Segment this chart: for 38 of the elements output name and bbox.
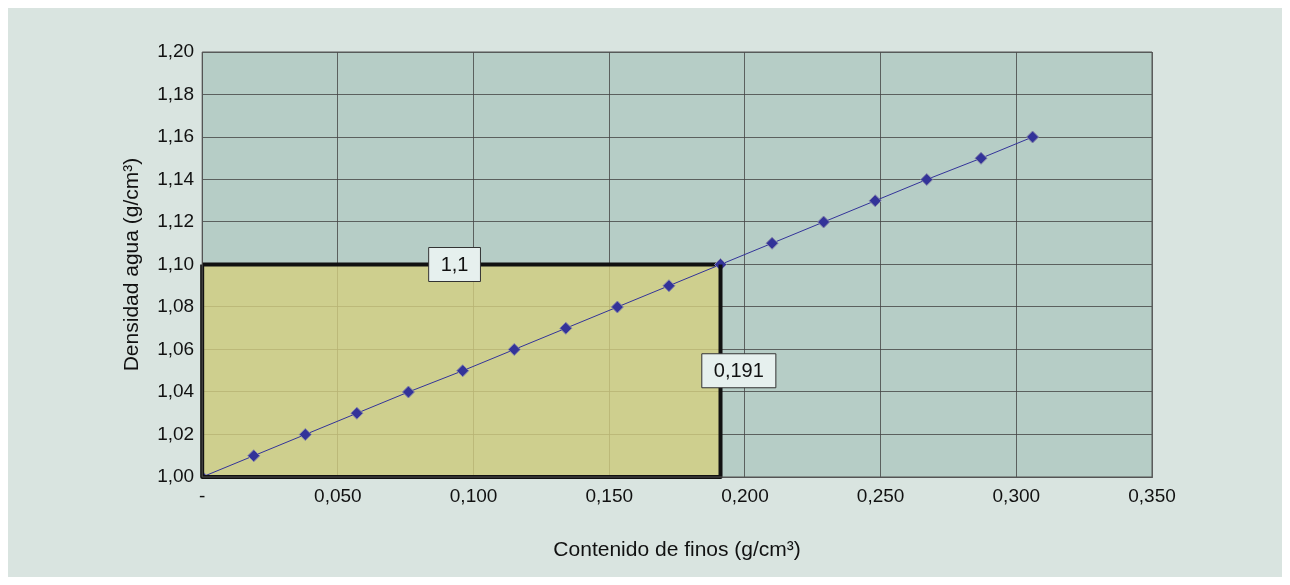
point xyxy=(662,279,676,293)
annotation: 0,191 xyxy=(713,359,764,382)
point xyxy=(817,215,831,229)
y-tick-label: 1,10 xyxy=(157,252,195,274)
point xyxy=(868,194,882,208)
y-tick-label: 1,04 xyxy=(157,380,195,402)
y-tick-label: 1,20 xyxy=(157,40,195,62)
point xyxy=(610,300,624,314)
y-tick-label: 1,12 xyxy=(157,210,195,232)
x-tick-label: 0,100 xyxy=(449,484,498,506)
point xyxy=(298,428,312,441)
point xyxy=(974,151,988,165)
x-tick-label: 0,050 xyxy=(314,484,362,506)
point xyxy=(765,236,779,250)
y-tick-label: 1,02 xyxy=(157,422,195,444)
point xyxy=(456,364,470,378)
point xyxy=(350,406,364,420)
point xyxy=(507,343,521,356)
point xyxy=(920,173,934,186)
x-tick-label: 0,350 xyxy=(1128,484,1176,506)
y-tick-label: 1,08 xyxy=(157,295,195,317)
x-tick-label: 0,250 xyxy=(856,484,905,506)
y-tick-label: 1,16 xyxy=(157,125,195,147)
x-tick-label: - xyxy=(199,484,206,506)
annotation: 1,1 xyxy=(440,253,469,276)
x-tick-label: 0,300 xyxy=(992,484,1041,506)
point xyxy=(1026,130,1040,144)
point xyxy=(401,385,415,399)
y-tick-label: 1,18 xyxy=(157,82,195,104)
x-tick-label: 0,200 xyxy=(721,484,769,506)
x-axis-title: Contenido de finos (g/cm³) xyxy=(553,537,801,561)
x-tick-label: 0,150 xyxy=(585,484,634,506)
point xyxy=(559,321,573,335)
point xyxy=(247,449,261,463)
y-tick-label: 1,14 xyxy=(157,167,195,189)
y-tick-label: 1,06 xyxy=(157,337,195,359)
y-axis-title: Densidad agua (g/cm³) xyxy=(119,157,143,372)
y-tick-label: 1,00 xyxy=(157,465,195,487)
